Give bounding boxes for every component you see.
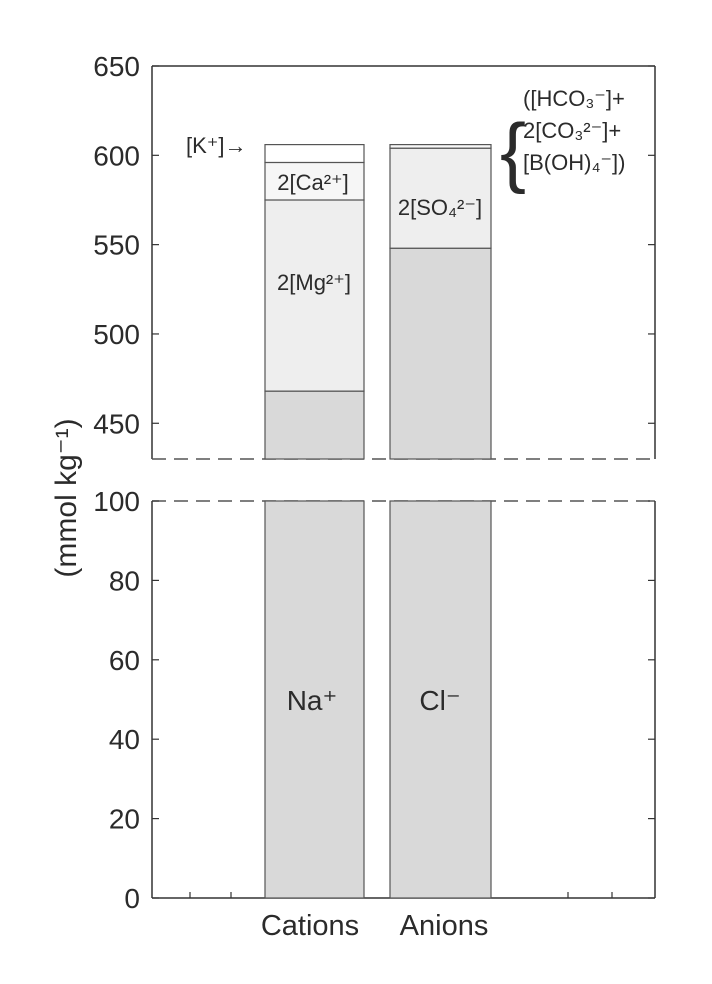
bar-segment-cations-0	[264, 390, 365, 460]
tick-labels: 450 500 550 600 650 0 20 40 60 80 100	[93, 51, 140, 914]
bars	[264, 144, 492, 899]
y-tick-label: 80	[109, 565, 140, 596]
y-tick-label: 450	[93, 408, 140, 439]
x-label-anions: Anions	[400, 910, 489, 942]
y-tick-label: 0	[124, 883, 140, 914]
label-carbonate-line2: 2[CO₃²⁻]+	[523, 118, 621, 143]
label-carbonate-line3: [B(OH)₄⁻])	[523, 150, 625, 175]
bar-segment-anions-0	[389, 247, 492, 460]
y-tick-label: 550	[93, 230, 140, 261]
bar-segment-anions-2	[389, 144, 492, 149]
y-axis-label: (mmol kg⁻¹)	[50, 418, 83, 577]
label-na: Na⁺	[287, 685, 338, 716]
bar-segment-cations-3	[264, 144, 365, 164]
bar-segment-anions-1	[389, 147, 492, 249]
y-tick-label: 600	[93, 140, 140, 171]
bar-anions-lower	[389, 500, 492, 899]
label-ca: 2[Ca²⁺]	[277, 170, 349, 195]
y-tick-label: 60	[109, 645, 140, 676]
label-cl: Cl⁻	[419, 685, 460, 716]
label-so4: 2[SO₄²⁻]	[398, 195, 482, 220]
y-tick-label: 650	[93, 51, 140, 82]
y-tick-label: 100	[93, 486, 140, 517]
x-label-cations: Cations	[261, 910, 359, 942]
y-tick-label: 40	[109, 724, 140, 755]
bar-cations-lower	[264, 500, 365, 899]
y-tick-label: 20	[109, 804, 140, 835]
label-mg: 2[Mg²⁺]	[277, 270, 351, 295]
bar-segment-cations-2	[264, 161, 365, 201]
carbonate-brace: {	[500, 107, 526, 195]
label-k-arrow: [K⁺]→	[186, 133, 247, 158]
label-carbonate-line1: ([HCO₃⁻]+	[523, 86, 625, 111]
y-tick-label: 500	[93, 319, 140, 350]
bar-segment-cations-1	[264, 199, 365, 392]
